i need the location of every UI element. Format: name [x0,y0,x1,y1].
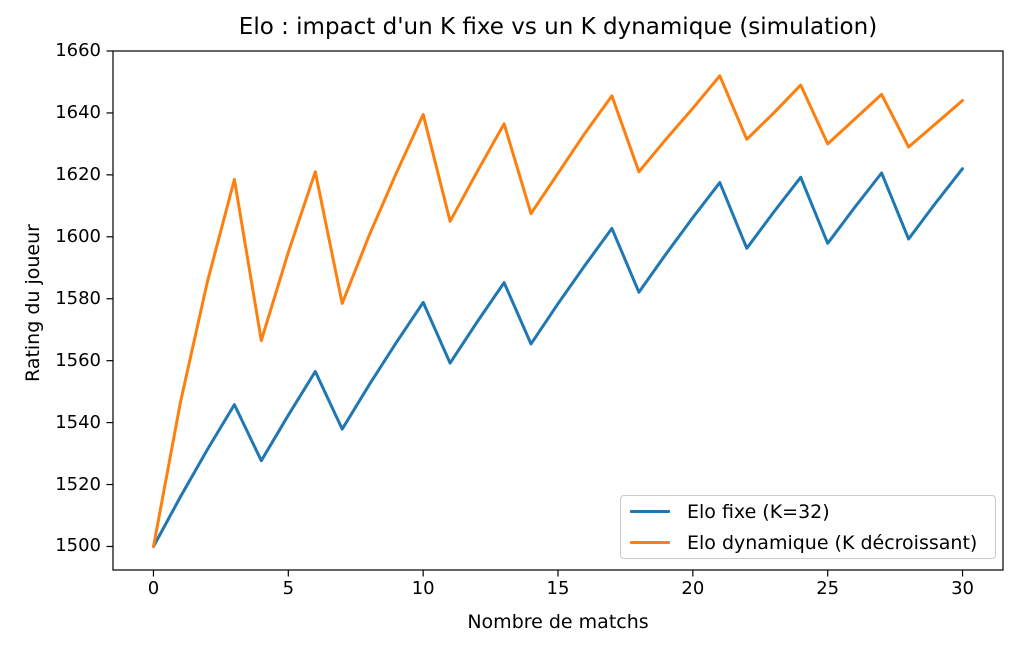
chart-title: Elo : impact d'un K fixe vs un K dynamiq… [238,14,878,40]
legend-line-sample-orange [630,541,670,544]
y-tick-label: 1520 [55,473,101,495]
y-tick-label: 1500 [55,535,101,557]
series-line-elo-fixe [152,167,964,548]
legend: Elo fixe (K=32) Elo dynamique (K décrois… [620,495,996,559]
y-tick-label: 1580 [55,287,101,309]
y-tick-label: 1600 [55,225,101,247]
x-tick-label: 0 [147,578,160,599]
y-axis-label: Rating du joueur [22,224,44,382]
axes-frame [112,50,1004,571]
x-tick-label: 5 [282,578,295,599]
x-tick-label: 15 [546,578,570,599]
x-tick-label: 20 [681,578,705,599]
y-tick-label: 1540 [55,411,101,433]
legend-item-elo-fixe: Elo fixe (K=32) [621,496,995,527]
x-tick-label: 30 [951,578,974,599]
y-tick-label: 1620 [55,163,101,185]
x-axis-label: Nombre de matchs [467,611,649,633]
y-tick-label: 1640 [55,101,101,123]
legend-line-sample-blue [630,510,670,513]
x-tick-label: 25 [816,578,840,599]
y-tick-label: 1660 [55,40,101,61]
legend-label: Elo fixe (K=32) [687,500,830,523]
y-tick-label: 1560 [55,349,101,371]
series-line-elo-dynamique [152,74,964,548]
legend-item-elo-dynamique: Elo dynamique (K décroissant) [621,527,995,558]
x-tick-label: 10 [411,578,435,599]
legend-label: Elo dynamique (K décroissant) [687,531,978,554]
